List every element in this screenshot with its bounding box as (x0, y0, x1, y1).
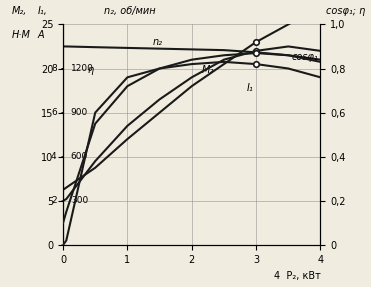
Text: Н·М: Н·М (12, 30, 30, 40)
Text: 2: 2 (51, 196, 57, 205)
Text: 1200: 1200 (71, 64, 93, 73)
Text: 600: 600 (71, 152, 88, 161)
Text: n₂: n₂ (153, 37, 163, 47)
Text: n₂, об/мин: n₂, об/мин (104, 5, 156, 15)
Text: А: А (37, 30, 44, 40)
Text: η: η (88, 65, 93, 75)
Text: M₂,: M₂, (12, 5, 27, 15)
Text: 4  P₂, кВт: 4 P₂, кВт (273, 272, 321, 281)
Text: 6: 6 (51, 108, 57, 117)
Text: 4: 4 (51, 152, 57, 161)
Text: 900: 900 (71, 108, 88, 117)
Text: M₂: M₂ (201, 65, 214, 75)
Text: 8: 8 (51, 64, 57, 73)
Text: cosφ₁; η: cosφ₁; η (326, 5, 365, 15)
Text: I₁,: I₁, (37, 5, 47, 15)
Text: 300: 300 (71, 196, 88, 205)
Text: cosφ₁: cosφ₁ (292, 52, 318, 62)
Text: I₁: I₁ (246, 83, 253, 92)
